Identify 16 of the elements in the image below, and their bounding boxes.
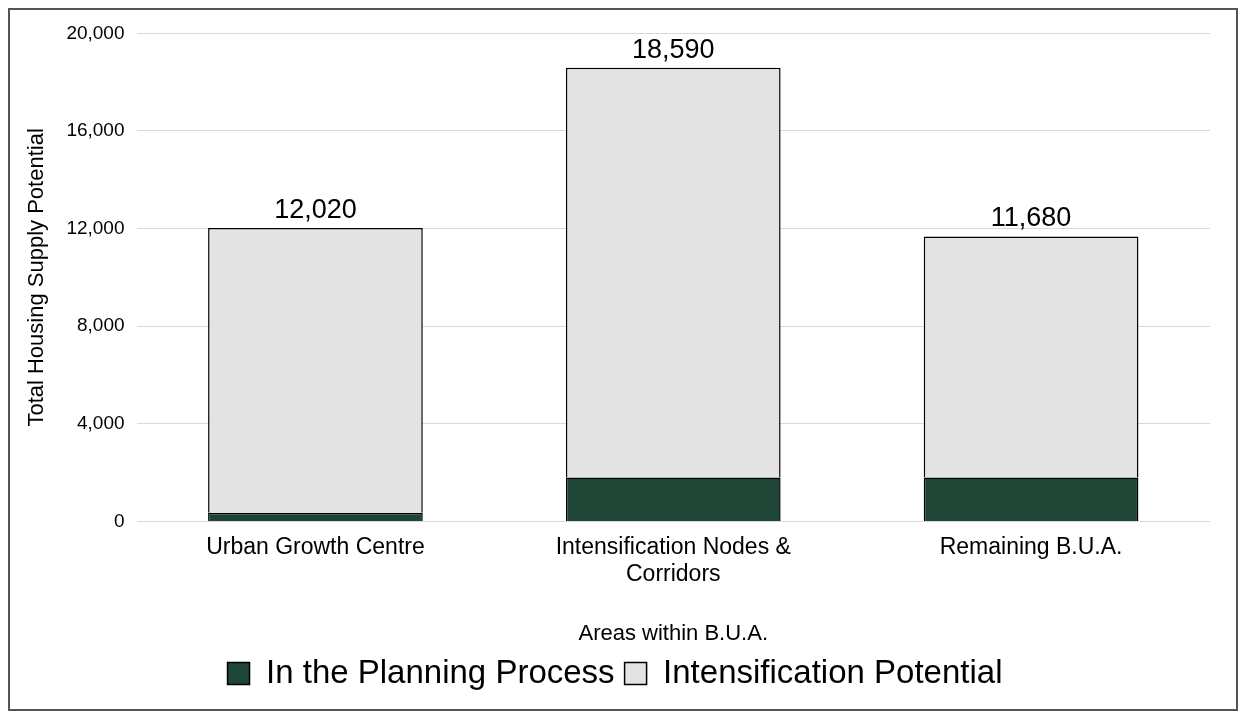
y-axis-title: Total Housing Supply Potential (23, 128, 49, 427)
y-tick-label: 4,000 (76, 412, 125, 434)
legend-label: In the Planning Process (266, 652, 615, 690)
y-tick-label: 12,000 (66, 216, 125, 238)
x-tick-label: Intensification Nodes & Corridors (555, 532, 791, 587)
x-tick-label: Remaining B.U.A. (939, 532, 1123, 559)
legend-label: Intensification Potential (663, 652, 1003, 690)
x-axis-title: Areas within B.U.A. (578, 619, 769, 645)
y-tick-label: 16,000 (66, 119, 125, 141)
total-label: 11,680 (990, 202, 1072, 233)
total-label: 18,590 (631, 33, 715, 64)
y-tick-label: 0 (113, 509, 125, 531)
total-label: 12,020 (274, 194, 357, 225)
y-tick-label: 20,000 (66, 21, 125, 43)
x-tick-label: Urban Growth Centre (206, 532, 425, 559)
y-tick-label: 8,000 (76, 314, 125, 336)
